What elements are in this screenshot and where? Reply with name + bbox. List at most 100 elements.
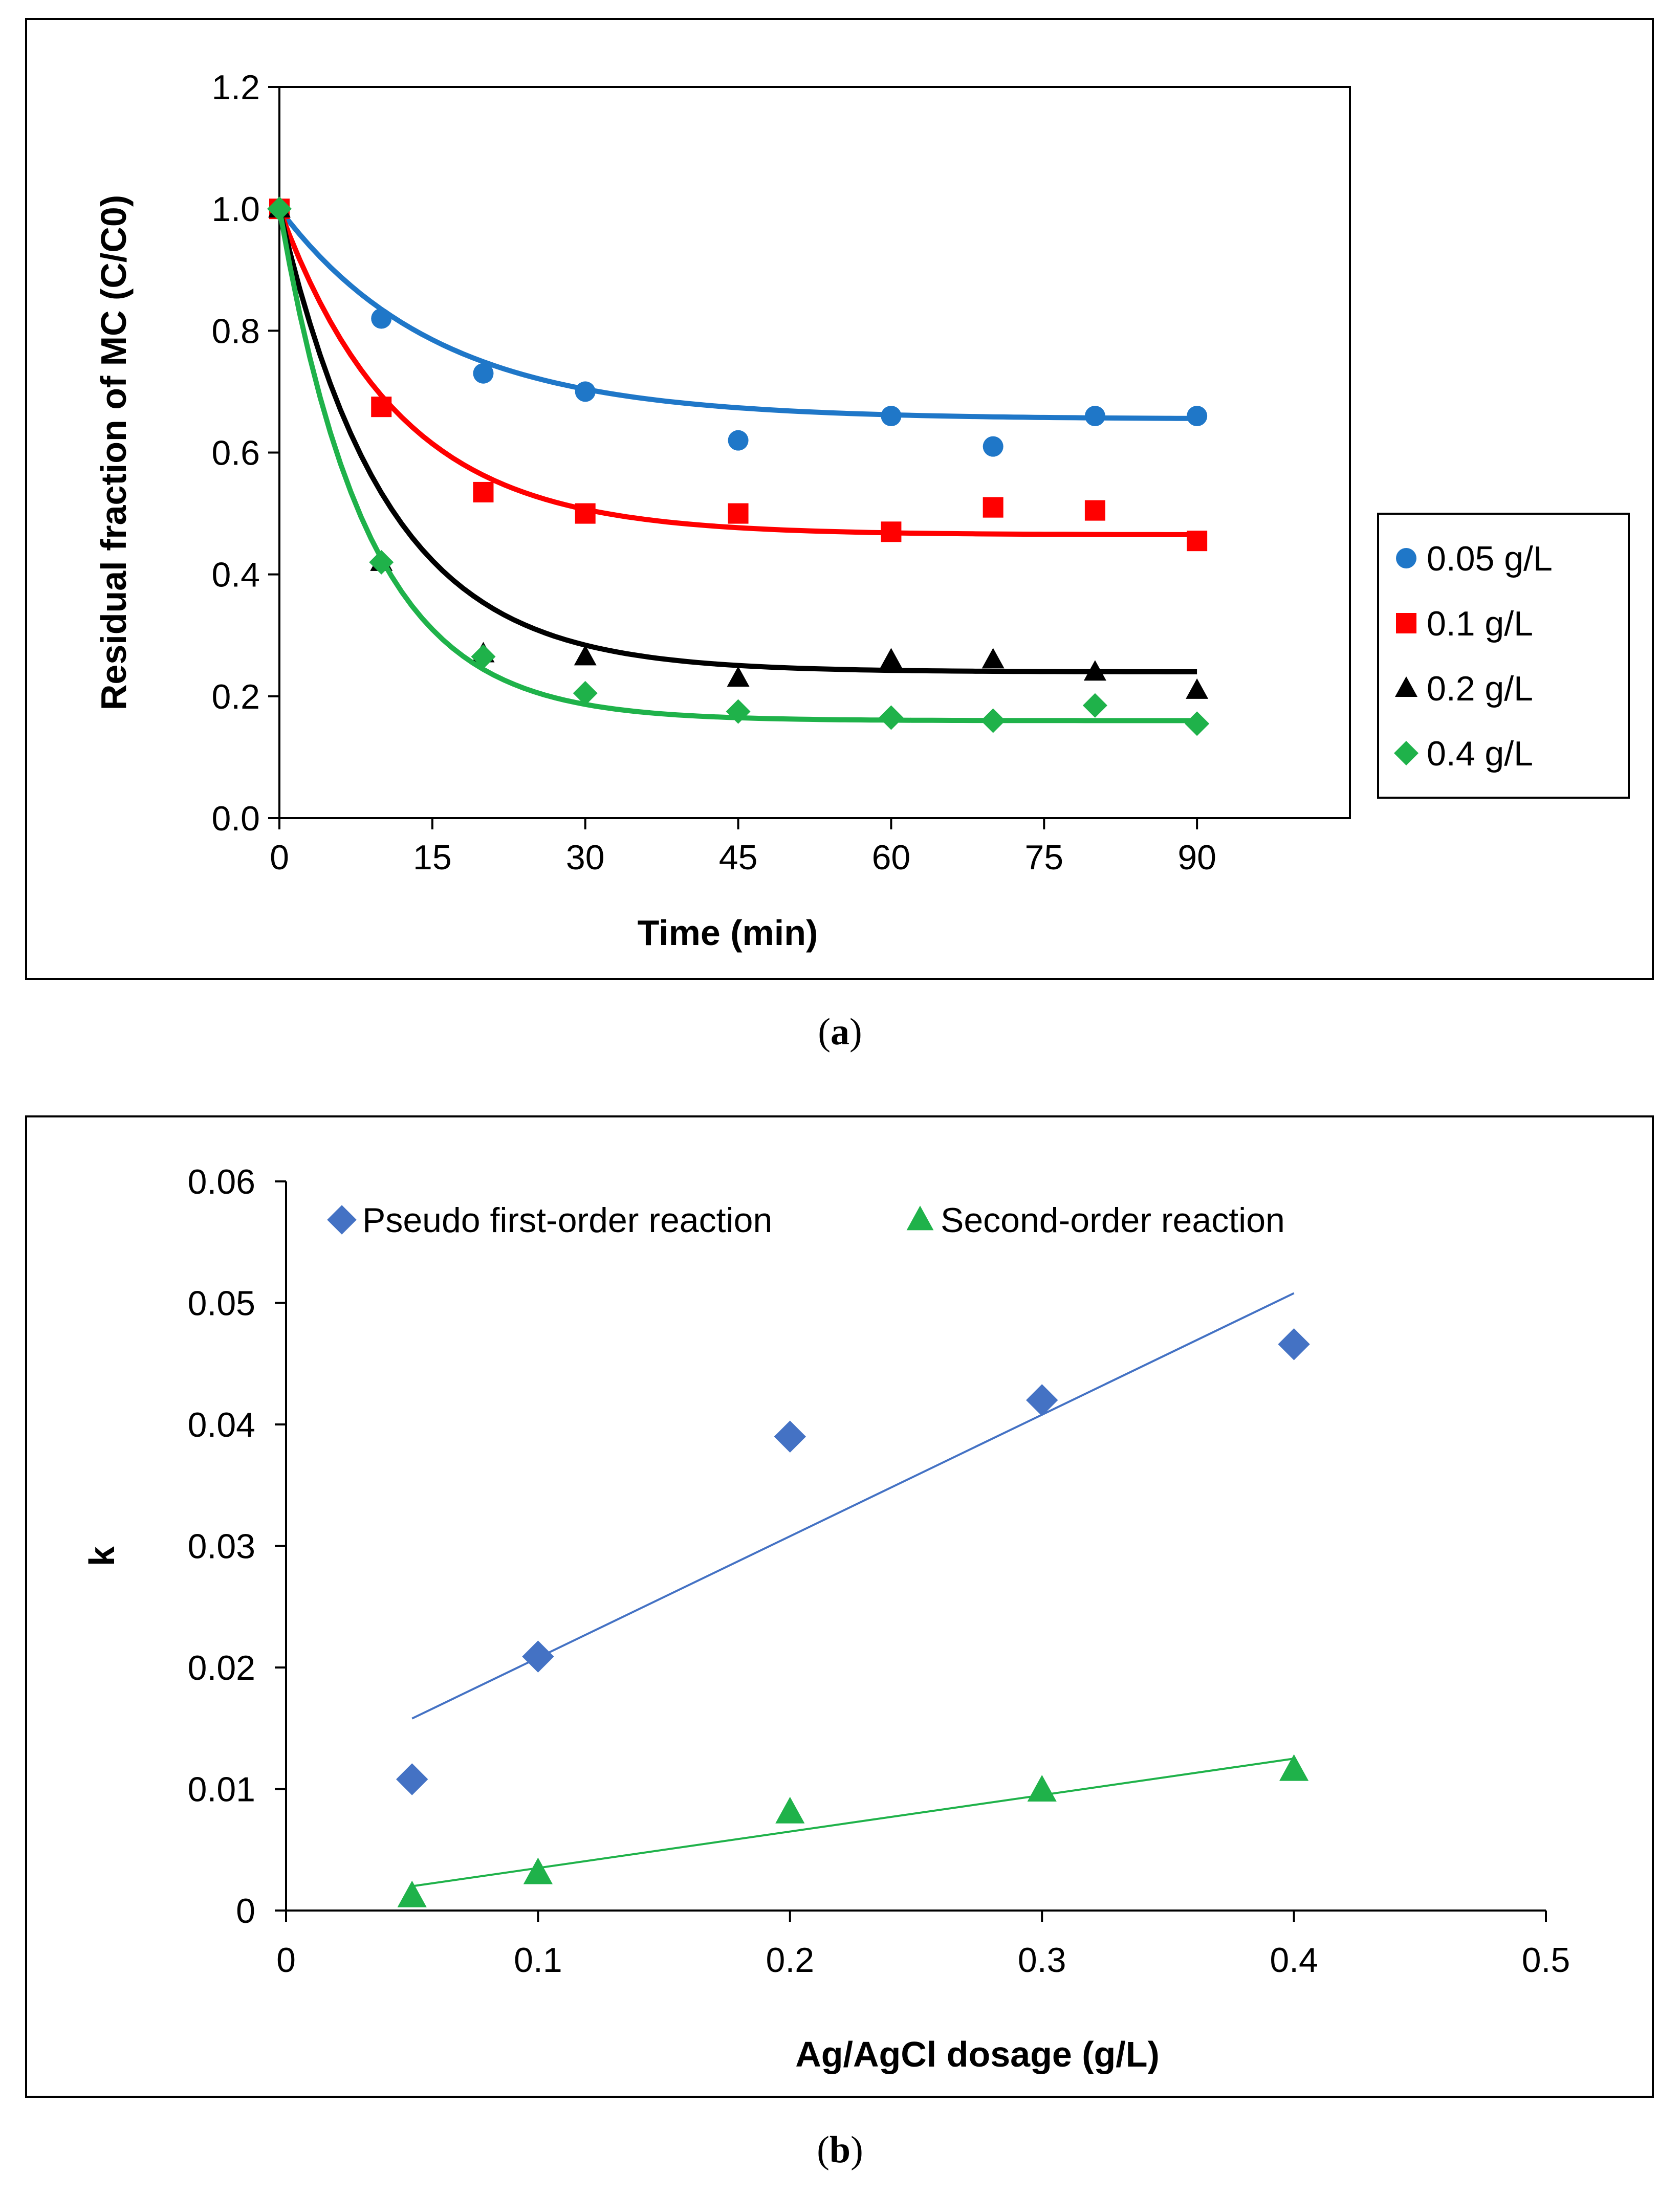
data-point-2	[727, 666, 750, 687]
legend-marker-2	[1395, 676, 1417, 697]
data-point-3	[1082, 693, 1107, 718]
data-point-0	[396, 1763, 428, 1795]
data-point-0	[881, 406, 902, 427]
data-point-3	[980, 708, 1006, 733]
data-point-2	[574, 645, 597, 666]
data-point-1	[1084, 500, 1105, 521]
x-tick-label: 0.2	[766, 1941, 815, 1980]
data-point-0	[774, 1420, 806, 1453]
data-point-1	[473, 481, 494, 502]
x-axis-label: Time (min)	[638, 913, 818, 953]
y-tick-label: 0	[236, 1892, 255, 1930]
data-point-1	[983, 497, 1003, 518]
x-tick-label: 0.4	[1270, 1941, 1318, 1980]
y-tick-label: 0.03	[188, 1527, 255, 1566]
legend-label-3: 0.4 g/L	[1427, 734, 1533, 773]
data-point-3	[573, 681, 598, 706]
data-point-0	[728, 430, 749, 451]
x-tick-label: 75	[1024, 838, 1063, 877]
y-tick-label: 0.05	[188, 1284, 255, 1323]
data-point-0	[1278, 1328, 1310, 1360]
data-point-1	[1187, 531, 1208, 552]
chart-panel-b: 0 0.01 0.02 0.03 0.04 0.05 0.06 0 0.1 0.2 0.3 0.4 0.…	[25, 1115, 1654, 2098]
data-point-0	[1026, 1384, 1058, 1416]
fit-line-2	[277, 208, 1197, 674]
plot-area-a	[278, 86, 1351, 819]
data-point-1	[371, 397, 392, 418]
trendline-0	[411, 1292, 1295, 1720]
chart-panel-a: 0.0 0.2 0.4 0.6 0.8 1.0 1.2 0 15 30 45 60 75 90 Time (…	[25, 18, 1654, 980]
fit-line-1	[277, 208, 1197, 537]
legend-marker-0	[327, 1205, 357, 1235]
legend-marker-1	[906, 1205, 934, 1231]
data-point-3	[471, 644, 496, 669]
legend-marker-1	[1396, 613, 1416, 633]
data-point-3	[369, 550, 394, 575]
y-tick-label: 0.8	[211, 312, 260, 350]
data-point-3	[1185, 711, 1210, 736]
y-tick-label: 1.0	[211, 190, 260, 229]
y-tick-label: 0.0	[211, 799, 260, 838]
y-axis-label: Residual fraction of MC (C/C0)	[94, 195, 134, 710]
legend-label-1: Second-order reaction	[941, 1201, 1285, 1240]
y-tick-label: 0.06	[188, 1162, 255, 1201]
legend-label-0: Pseudo first-order reaction	[362, 1201, 772, 1240]
data-point-0	[522, 1640, 554, 1673]
x-tick-label: 0	[276, 1941, 296, 1980]
y-tick-label: 0.04	[188, 1406, 255, 1444]
data-point-1	[1279, 1754, 1309, 1781]
x-tick-label: 0.3	[1018, 1941, 1066, 1980]
caption-a-letter: a	[831, 1011, 849, 1053]
data-point-2	[1083, 660, 1106, 681]
legend-marker-0	[1396, 548, 1416, 568]
y-axis-label: k	[82, 1546, 122, 1566]
data-point-1	[523, 1857, 553, 1884]
data-point-1	[575, 503, 596, 524]
y-tick-label: 0.01	[188, 1770, 255, 1809]
data-point-3	[879, 705, 904, 730]
chart-a-svg: 0.0 0.2 0.4 0.6 0.8 1.0 1.2 0 15 30 45 60 75 90 Time (…	[94, 68, 1630, 953]
x-tick-label: 0	[270, 838, 289, 877]
caption-b: (b)	[817, 2129, 863, 2171]
data-point-3	[267, 196, 292, 222]
data-point-1	[397, 1880, 427, 1907]
x-tick-label: 15	[413, 838, 452, 877]
data-point-0	[473, 363, 494, 384]
data-point-2	[981, 648, 1005, 669]
data-point-1	[1027, 1774, 1057, 1802]
y-tick-label: 0.4	[211, 556, 260, 595]
data-point-0	[371, 308, 392, 329]
x-tick-label: 0.1	[514, 1941, 562, 1980]
x-tick-label: 0.5	[1522, 1941, 1570, 1980]
data-point-0	[1084, 406, 1105, 427]
trendline-1	[411, 1758, 1294, 1887]
data-point-1	[775, 1796, 805, 1824]
data-point-1	[728, 503, 749, 524]
y-tick-label: 1.2	[211, 68, 260, 107]
caption-b-letter: b	[829, 2129, 851, 2171]
data-point-2	[1186, 678, 1209, 699]
data-point-0	[1187, 406, 1208, 427]
legend-label-2: 0.2 g/L	[1427, 669, 1533, 708]
y-tick-label: 0.2	[211, 677, 260, 716]
y-tick-label: 0.6	[211, 434, 260, 473]
legend-label-0: 0.05 g/L	[1427, 539, 1553, 578]
caption-a: (a)	[818, 1011, 862, 1053]
data-point-3	[726, 699, 751, 724]
data-point-0	[575, 381, 596, 402]
data-point-1	[881, 521, 902, 542]
chart-b-svg: 0 0.01 0.02 0.03 0.04 0.05 0.06 0 0.1 0.2 0.3 0.4 0.…	[82, 1162, 1570, 2074]
data-point-0	[983, 436, 1003, 457]
x-tick-label: 45	[719, 838, 758, 877]
data-point-2	[880, 648, 903, 669]
fit-line-3	[277, 208, 1197, 723]
x-axis-label: Ag/AgCl dosage (g/L)	[795, 2034, 1160, 2074]
legend-label-1: 0.1 g/L	[1427, 604, 1533, 643]
x-tick-label: 60	[872, 838, 911, 877]
fit-line-0	[277, 207, 1197, 421]
legend-marker-3	[1394, 741, 1419, 765]
x-tick-label: 90	[1177, 838, 1216, 877]
x-tick-label: 30	[566, 838, 605, 877]
y-tick-label: 0.02	[188, 1649, 255, 1687]
legend-a	[1377, 513, 1630, 799]
